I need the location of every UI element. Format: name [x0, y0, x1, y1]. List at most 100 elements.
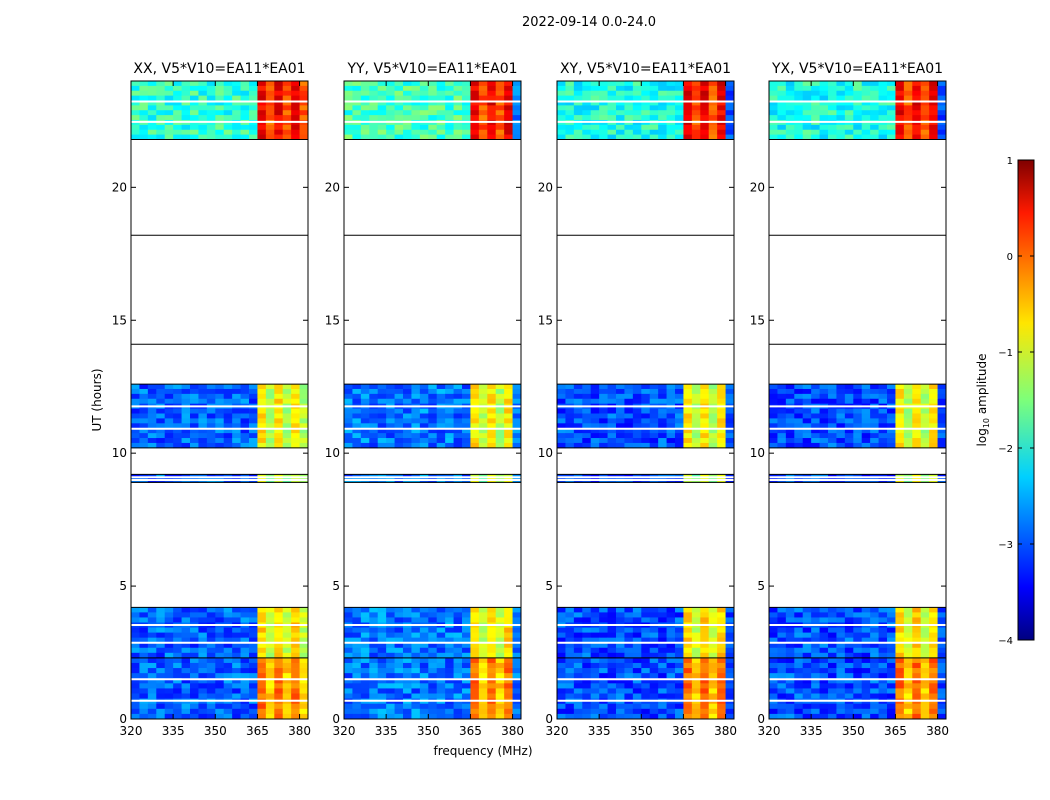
heatmap-cell	[819, 657, 829, 664]
heatmap-cell	[836, 105, 846, 111]
heatmap-cell	[599, 90, 608, 97]
heatmap-cell	[265, 678, 275, 684]
heatmap-cell	[386, 693, 395, 700]
heatmap-cell	[607, 428, 617, 434]
heatmap-cell	[717, 100, 726, 106]
heatmap-cell	[590, 384, 600, 390]
heatmap-cell	[691, 384, 701, 390]
heatmap-cell	[249, 683, 258, 689]
heatmap-cell	[819, 688, 829, 694]
heatmap-cell	[666, 398, 676, 405]
heatmap-cell	[565, 95, 575, 101]
heatmap-cell	[769, 703, 778, 710]
heatmap-cell	[582, 105, 592, 111]
heatmap-cell	[173, 642, 182, 649]
heatmap-cell	[274, 423, 284, 429]
heatmap-cell	[649, 678, 659, 684]
heatmap-cell	[369, 438, 379, 444]
heatmap-cell	[769, 85, 778, 92]
heatmap-cell	[265, 95, 275, 101]
x-tick-label: 320	[546, 724, 569, 738]
heatmap-cell	[462, 115, 471, 121]
heatmap-cell	[590, 413, 600, 419]
heatmap-cell	[299, 688, 309, 694]
heatmap-cell	[232, 105, 241, 111]
heatmap-cell	[206, 673, 216, 679]
heatmap-cell	[632, 413, 642, 419]
heatmap-cell	[717, 115, 726, 121]
heatmap-cell	[139, 642, 149, 649]
heatmap-cell	[504, 85, 513, 92]
heatmap-cell	[190, 668, 199, 674]
heatmap-cell	[282, 124, 292, 131]
heatmap-cell	[181, 85, 191, 92]
heatmap-cell	[495, 442, 505, 449]
heatmap-cell	[453, 433, 463, 439]
heatmap-cell	[853, 413, 863, 419]
heatmap-cell	[504, 423, 513, 429]
heatmap-cell	[666, 632, 676, 639]
heatmap-cell	[369, 408, 379, 414]
heatmap-cell	[478, 673, 488, 679]
heatmap-cell	[895, 418, 905, 424]
heatmap-cell	[257, 612, 267, 618]
heatmap-cell	[173, 693, 182, 700]
heatmap-cell	[411, 678, 421, 684]
heatmap-cell	[215, 617, 225, 623]
heatmap-cell	[828, 442, 837, 449]
heatmap-cell	[131, 129, 140, 136]
heatmap-block	[769, 657, 947, 720]
heatmap-cell	[616, 617, 625, 623]
heatmap-cell	[929, 124, 938, 131]
heatmap-cell	[565, 662, 575, 669]
heatmap-cell	[232, 632, 241, 639]
heatmap-cell	[599, 423, 608, 429]
heatmap-cell	[403, 85, 412, 92]
heatmap-cell	[352, 413, 362, 419]
heatmap-cell	[920, 105, 930, 111]
heatmap-cell	[590, 438, 600, 444]
heatmap-cell	[607, 627, 617, 633]
heatmap-cell	[599, 703, 608, 710]
heatmap-cell	[717, 673, 726, 679]
heatmap-cell	[708, 393, 718, 400]
heatmap-cell	[386, 627, 395, 633]
heatmap-cell	[512, 617, 522, 623]
heatmap-cell	[582, 388, 592, 395]
heatmap-cell	[512, 662, 522, 669]
heatmap-cell	[344, 662, 353, 669]
heatmap-cell	[198, 673, 208, 679]
heatmap-cell	[582, 418, 592, 424]
heatmap-cell	[504, 708, 513, 715]
heatmap-cell	[708, 129, 718, 136]
heatmap-cell	[870, 393, 879, 400]
heatmap-cell	[190, 105, 199, 111]
heatmap-cell	[616, 703, 625, 710]
heatmap-cell	[920, 442, 930, 449]
heatmap-cell	[573, 632, 583, 639]
heatmap-cell	[675, 418, 684, 424]
heatmap-cell	[156, 683, 166, 689]
heatmap-cell	[478, 428, 488, 434]
heatmap-cell	[352, 100, 362, 106]
heatmap-cell	[937, 627, 947, 633]
heatmap-cell	[777, 642, 787, 649]
heatmap-cell	[675, 668, 684, 674]
heatmap-cell	[590, 90, 600, 97]
heatmap-cell	[377, 713, 387, 720]
heatmap-cell	[725, 105, 735, 111]
heatmap-cell	[725, 85, 735, 92]
heatmap-cell	[675, 693, 684, 700]
heatmap-cell	[352, 673, 362, 679]
heatmap-cell	[419, 713, 429, 720]
heatmap-cell	[453, 632, 463, 639]
heatmap-cell	[478, 627, 488, 633]
heatmap-cell	[377, 105, 387, 111]
heatmap-cell	[265, 713, 275, 720]
heatmap-cell	[624, 95, 634, 101]
heatmap-cell	[937, 647, 947, 654]
heatmap-cell	[878, 408, 888, 414]
heatmap-cell	[352, 678, 362, 684]
heatmap-cell	[504, 442, 513, 449]
heatmap-cell	[878, 612, 888, 618]
